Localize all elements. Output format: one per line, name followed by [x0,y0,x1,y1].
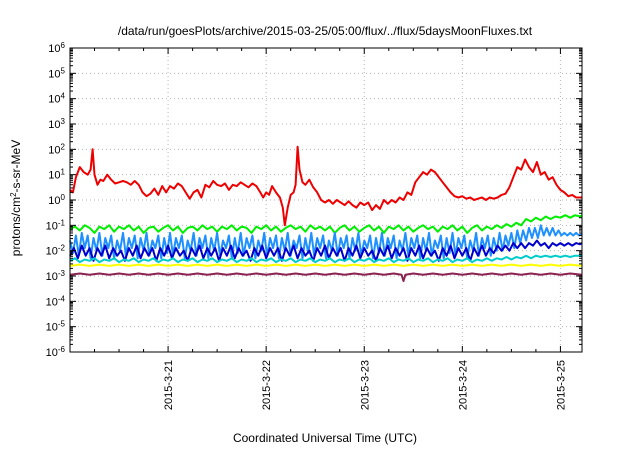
y-tick-exponent: 3 [61,117,66,126]
y-tick-base: 10 [48,119,60,131]
y-tick-base: 10 [48,68,60,80]
axis-ticks [70,47,582,353]
x-axis-label: Coordinated Universal Time (UTC) [233,431,417,445]
x-tick-label: 2015-3-22 [261,360,273,410]
y-tick-label: 10-4 [46,294,66,309]
series-line-3 [69,239,583,262]
y-tick-base: 10 [48,195,60,207]
data-series [69,145,583,283]
series-line-6 [69,272,583,283]
y-tick-base: 10 [46,220,58,232]
chart-title: /data/run/goesPlots/archive/2015-03-25/0… [118,24,533,38]
y-axis-label-prefix: protons/cm [9,197,23,256]
y-tick-exponent: 4 [61,91,66,100]
y-tick-label: 10-1 [46,218,66,233]
y-tick-base: 10 [48,43,60,55]
y-tick-exponent: -3 [58,269,66,278]
series-line-1 [69,214,583,234]
y-tick-label: 103 [48,117,65,132]
y-tick-label: 102 [48,142,65,157]
series-line-0 [69,145,582,227]
y-tick-exponent: -4 [58,294,66,303]
y-tick-label: 101 [48,167,65,182]
y-tick-label: 100 [48,193,65,208]
y-tick-exponent: -2 [58,243,66,252]
y-tick-base: 10 [46,246,58,258]
y-tick-exponent: -5 [58,319,66,328]
x-tick-label: 2015-3-24 [457,360,469,410]
y-tick-label: 104 [48,91,65,106]
y-tick-base: 10 [48,144,60,156]
y-tick-base: 10 [48,170,60,182]
x-tick-label: 2015-3-21 [163,360,175,410]
y-tick-exponent: 2 [61,142,66,151]
y-tick-label: 10-2 [46,243,66,258]
y-tick-labels: 10610510410310210110010-110-210-310-410-… [46,41,66,360]
y-tick-exponent: 6 [61,41,66,50]
y-tick-exponent: 0 [61,193,66,202]
y-axis-label-sup: 2 [9,192,18,197]
y-tick-exponent: -1 [58,218,66,227]
x-tick-label: 2015-3-23 [359,360,371,410]
y-axis-label: protons/cm2-s-sr-MeV [9,140,24,256]
grid-lines [70,48,582,352]
y-axis-label-suffix: -s-sr-MeV [9,140,23,193]
y-tick-base: 10 [48,94,60,106]
y-tick-base: 10 [46,296,58,308]
y-tick-label: 10-3 [46,269,66,284]
y-tick-label: 10-5 [46,319,66,334]
y-tick-label: 106 [48,41,65,56]
series-line-2 [69,224,583,260]
y-tick-label: 105 [48,66,65,81]
series-line-5 [69,263,583,267]
x-tick-labels: 2015-3-21 2015-3-22 2015-3-23 2015-3-24 2015… [163,360,567,410]
y-tick-exponent: 1 [61,167,66,176]
y-tick-base: 10 [46,322,58,334]
y-tick-exponent: 5 [61,66,66,75]
y-tick-base: 10 [46,271,58,283]
y-tick-exponent: -6 [58,345,66,354]
y-tick-base: 10 [46,347,58,359]
y-tick-label: 10-6 [46,345,66,360]
series-line-4 [69,254,582,264]
x-tick-label: 2015-3-25 [555,360,567,410]
